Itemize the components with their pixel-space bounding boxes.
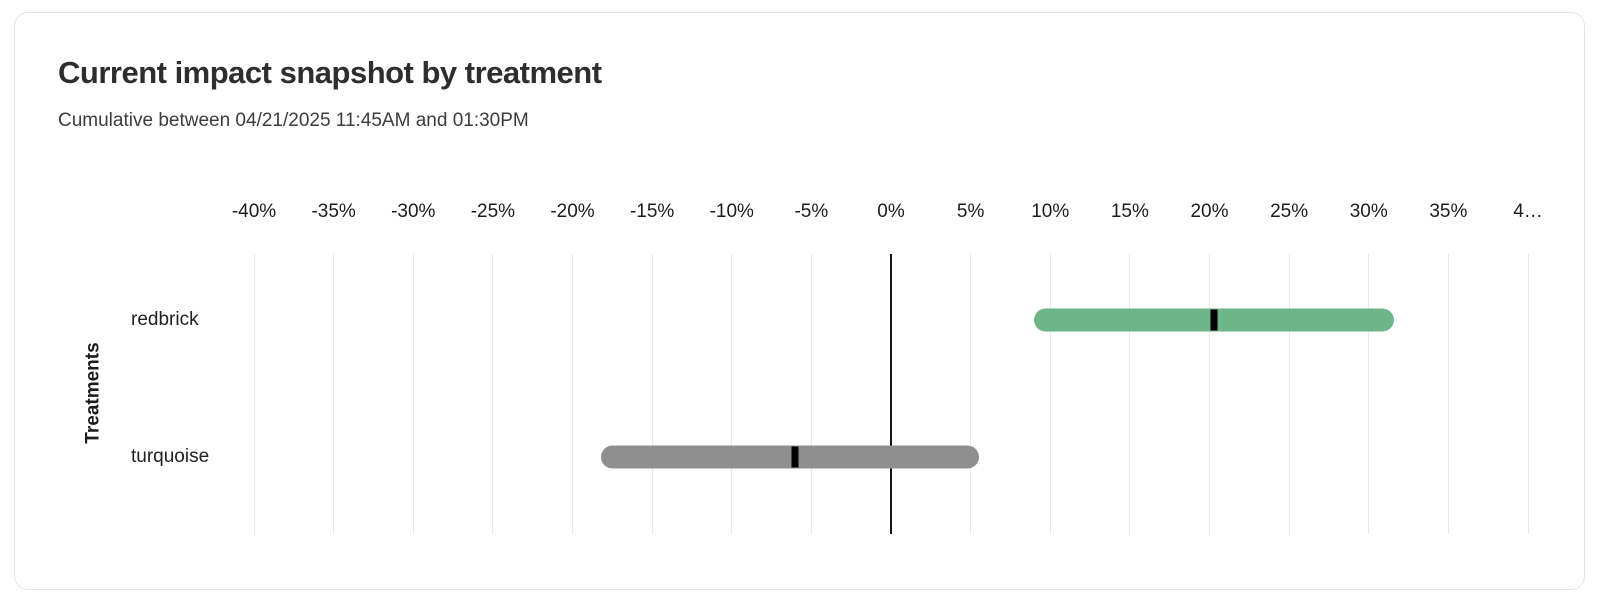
chart-card: Current impact snapshot by treatment Cum… (14, 12, 1585, 590)
gridline (810, 254, 812, 534)
x-tick-label: -5% (794, 201, 829, 222)
gridline (492, 254, 494, 534)
zero-axis-line (890, 254, 892, 534)
x-tick-label: 25% (1270, 201, 1309, 222)
gridline (253, 254, 255, 534)
y-axis-title: Treatments (82, 342, 104, 444)
x-tick-label: -30% (391, 201, 436, 222)
x-tick-label: 5% (956, 201, 985, 222)
gridline (1049, 254, 1051, 534)
page-subtitle: Cumulative between 04/21/2025 11:45AM an… (58, 110, 529, 131)
x-tick-label: 20% (1190, 201, 1229, 222)
category-label-redbrick: redbrick (131, 308, 199, 330)
x-tick-label: -20% (550, 201, 595, 222)
x-tick-label: 30% (1349, 201, 1388, 222)
x-tick-label: -10% (709, 201, 754, 222)
x-tick-label: -40% (231, 201, 277, 222)
x-tick-label: -15% (629, 201, 675, 222)
point-estimate-marker-turquoise[interactable] (791, 446, 799, 468)
x-tick-label: -35% (311, 201, 356, 222)
x-tick-label: 10% (1031, 201, 1070, 222)
gridline (1129, 254, 1131, 534)
impact-bar-chart: -40% -35% -30% -25% -20% -15% -10% -5% 0% 5% 10% 15… (15, 13, 1584, 589)
page-title: Current impact snapshot by treatment (58, 55, 602, 90)
x-tick-label: 0% (877, 201, 905, 222)
gridline (1447, 254, 1449, 534)
gridline (572, 254, 573, 534)
gridline (1368, 254, 1370, 534)
gridline (1209, 254, 1210, 534)
gridline (333, 254, 335, 534)
category-label-turquoise: turquoise (131, 446, 210, 467)
x-tick-label: 15% (1110, 201, 1149, 222)
gridline (412, 254, 414, 534)
gridline (1288, 254, 1290, 534)
gridline (731, 254, 733, 534)
gridline (651, 254, 653, 534)
point-estimate-marker-redbrick[interactable] (1210, 309, 1218, 331)
x-tick-label: -25% (470, 201, 516, 222)
x-tick-label: 4… (1513, 201, 1543, 222)
gridline (1527, 254, 1529, 534)
gridline (970, 254, 972, 534)
range-bar-turquoise[interactable] (601, 445, 979, 469)
x-tick-label: 35% (1429, 201, 1468, 222)
